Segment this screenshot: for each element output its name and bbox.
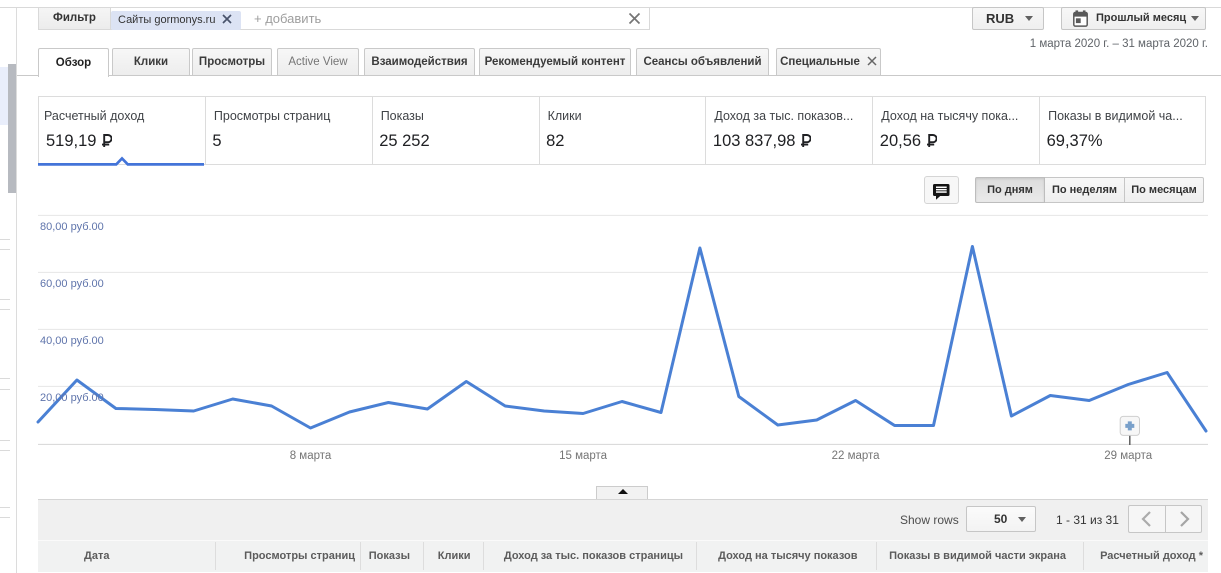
svg-text:20,00 руб.00: 20,00 руб.00 <box>40 392 104 404</box>
svg-text:80,00 руб.00: 80,00 руб.00 <box>40 221 104 233</box>
svg-text:60,00 руб.00: 60,00 руб.00 <box>40 278 104 290</box>
svg-text:22 марта: 22 марта <box>832 450 881 462</box>
svg-text:40,00 руб.00: 40,00 руб.00 <box>40 335 104 347</box>
svg-text:8 марта: 8 марта <box>290 450 332 462</box>
svg-text:29 марта: 29 марта <box>1104 450 1153 462</box>
svg-text:15 марта: 15 марта <box>559 450 608 462</box>
